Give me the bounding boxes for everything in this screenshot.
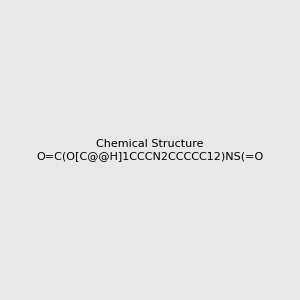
Text: Chemical Structure
O=C(O[C@@H]1CCCN2CCCCC12)NS(=O: Chemical Structure O=C(O[C@@H]1CCCN2CCCC… [36, 139, 264, 161]
